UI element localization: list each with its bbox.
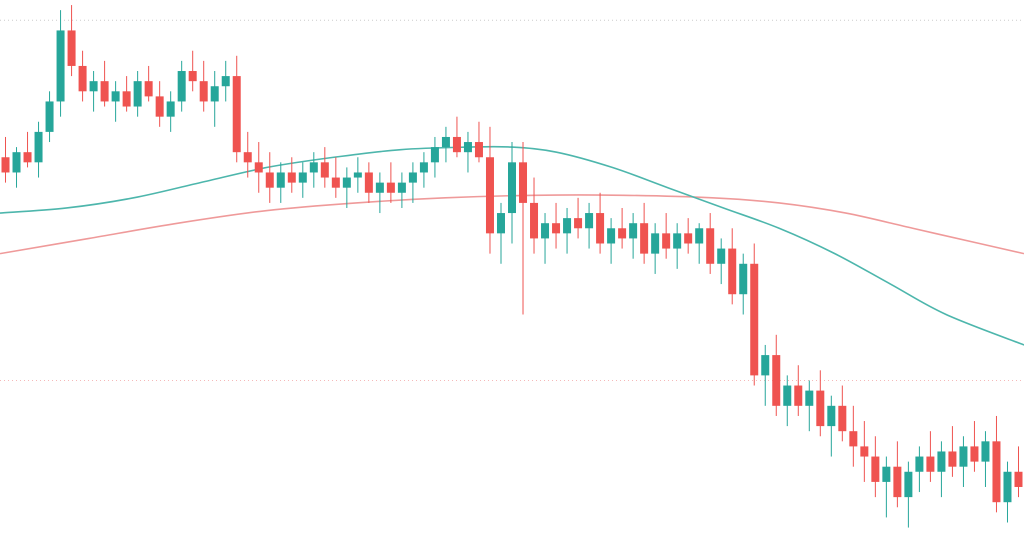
candle-bull [904,472,912,497]
candle-bull [46,101,54,131]
candle-bear [145,81,153,96]
candle-bear [871,457,879,482]
candle-bull [211,86,219,101]
candle-bear [2,157,10,172]
candle-bear [321,162,329,177]
candle-bull [805,391,813,406]
candle-bear [486,157,494,233]
candle-bear [574,218,582,228]
candle-bull [134,81,142,106]
candle-bear [640,223,648,253]
candle-bear [387,183,395,193]
candle-bull [57,30,65,101]
candle-bear [816,391,824,427]
candle-bear [123,91,131,106]
candle-bear [860,446,868,456]
candle-bull [827,406,835,426]
candle-bear [948,451,956,466]
candle-bear [189,71,197,81]
candle-bull [497,213,505,233]
candle-bull [35,132,43,162]
candle-bear [453,137,461,152]
candle-bull [761,355,769,375]
candle-bull [937,451,945,471]
candle-bull [299,172,307,182]
candle-bull [783,386,791,406]
candle-bull [717,249,725,264]
candle-bull [915,457,923,472]
candle-bull [673,233,681,248]
candle-bull [343,178,351,188]
candle-bear [926,457,934,472]
candle-bull [585,213,593,228]
candle-bear [794,386,802,406]
candle-bull [959,446,967,466]
candle-bull [13,152,21,172]
candle-bear [24,152,32,162]
candle-bull [354,172,362,177]
candle-bull [695,228,703,243]
candle-bull [167,101,175,116]
candle-bull [178,71,186,101]
candle-bear [706,228,714,264]
candle-bear [519,162,527,203]
candle-bear [552,223,560,233]
candle-bear [750,264,758,376]
candle-bull [442,137,450,147]
candle-bull [464,142,472,152]
candle-bear [233,76,241,152]
candle-bull [1003,472,1011,502]
candle-bear [849,431,857,446]
candle-bull [431,147,439,162]
candle-bull [112,91,120,101]
candle-bear [332,178,340,188]
candle-bull [981,441,989,461]
candle-bear [662,233,670,248]
chart-canvas [0,0,1024,558]
candle-bear [992,441,1000,502]
candle-bear [156,96,164,116]
candle-bull [651,233,659,253]
candle-bull [629,223,637,238]
candle-bull [310,162,318,172]
candle-bear [288,172,296,182]
candle-bear [244,152,252,162]
candle-bear [838,406,846,431]
candle-bear [970,446,978,461]
candlestick-chart[interactable] [0,0,1024,558]
candle-bear [893,467,901,497]
candle-bull [420,162,428,172]
candle-bull [90,81,98,91]
candle-bull [541,223,549,238]
candle-bull [508,162,516,213]
candle-bull [277,172,285,187]
candle-bear [596,213,604,243]
candle-bear [79,66,87,91]
candle-bear [1014,472,1022,487]
candle-bear [365,172,373,192]
candle-bull [222,76,230,86]
candle-bull [409,172,417,182]
candle-bear [530,203,538,239]
candle-bear [684,233,692,243]
candle-bear [475,142,483,157]
candle-bear [200,81,208,101]
candle-bull [376,183,384,193]
candle-bear [101,81,109,101]
candle-bear [255,162,263,172]
candle-bear [266,172,274,187]
candle-bull [739,264,747,294]
candle-bull [398,183,406,193]
candle-bear [772,355,780,406]
candle-bull [607,228,615,243]
candle-bear [618,228,626,238]
candle-bear [68,30,76,66]
candle-bull [882,467,890,482]
candle-bear [728,249,736,295]
candle-bull [563,218,571,233]
